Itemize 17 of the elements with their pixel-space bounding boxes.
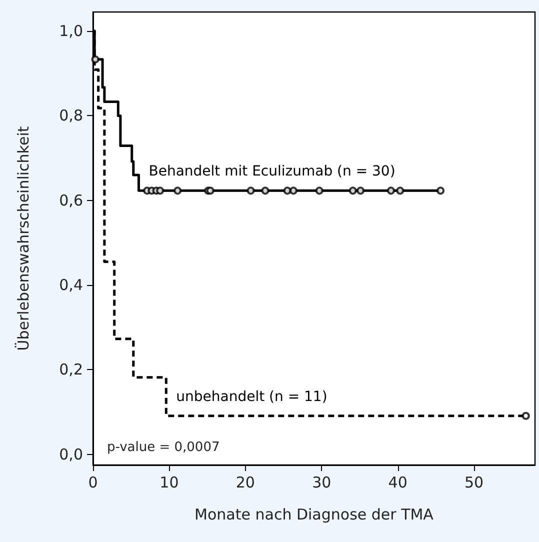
annotation: p-value = 0,0007 xyxy=(107,440,220,455)
x-tick-label: 50 xyxy=(464,474,484,492)
x-tick-label: 40 xyxy=(388,474,408,492)
x-axis-title: Monate nach Diagnose der TMA xyxy=(194,506,434,524)
series-label: unbehandelt (n = 11) xyxy=(176,388,328,405)
x-tick-label: 20 xyxy=(236,474,255,492)
y-tick-label: 0,8 xyxy=(59,106,83,125)
x-tick-label: 0 xyxy=(88,474,98,492)
y-tick-label: 0,6 xyxy=(59,191,83,210)
y-tick-label: 0,4 xyxy=(59,276,83,294)
y-tick-label: 0,0 xyxy=(59,445,83,464)
series-label: Behandelt mit Eculizumab (n = 30) xyxy=(148,164,396,180)
x-tick-label: 10 xyxy=(160,474,179,492)
y-tick-label: 1,0 xyxy=(59,22,83,40)
x-tick-label: 30 xyxy=(312,474,332,492)
y-axis-title: Überlebenswahrscheinlichkeit xyxy=(14,126,32,351)
y-tick-label: 0,2 xyxy=(59,360,83,379)
